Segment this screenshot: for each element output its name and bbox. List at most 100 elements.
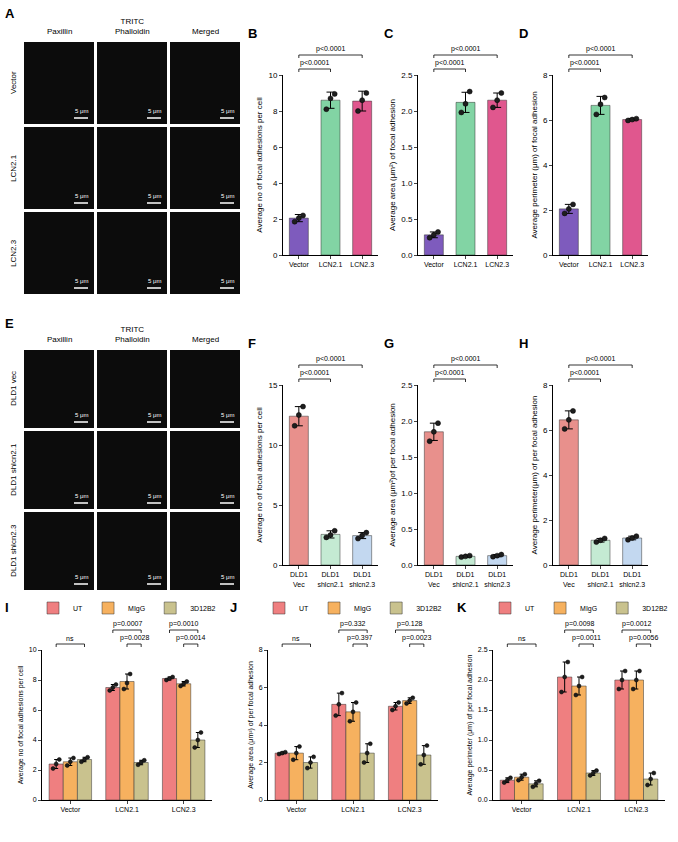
svg-text:p=0.0056: p=0.0056 — [629, 634, 658, 642]
svg-text:2.0: 2.0 — [478, 676, 488, 683]
svg-text:3D12B2: 3D12B2 — [416, 605, 441, 612]
svg-text:MIgG: MIgG — [354, 605, 371, 613]
svg-text:Paxillin: Paxillin — [47, 335, 72, 344]
svg-text:2.5: 2.5 — [401, 381, 413, 390]
svg-text:p<0.0001: p<0.0001 — [451, 45, 480, 53]
svg-text:15: 15 — [268, 381, 277, 390]
svg-text:p<0.0001: p<0.0001 — [435, 59, 464, 67]
svg-text:DLD1shlcn2.1: DLD1shlcn2.1 — [452, 571, 478, 587]
svg-text:5 μm: 5 μm — [148, 108, 161, 114]
svg-text:LCN2.1: LCN2.1 — [567, 806, 591, 813]
svg-text:5 μm: 5 μm — [148, 193, 161, 199]
svg-text:p<0.0001: p<0.0001 — [451, 355, 480, 363]
svg-text:p=0.0014: p=0.0014 — [176, 634, 205, 642]
svg-text:p=0.0028: p=0.0028 — [120, 634, 149, 642]
svg-text:Vector: Vector — [424, 261, 445, 268]
svg-text:p<0.0001: p<0.0001 — [570, 59, 599, 67]
svg-text:MIgG: MIgG — [128, 605, 145, 613]
svg-text:p<0.0001: p<0.0001 — [300, 369, 329, 377]
svg-text:Vector: Vector — [286, 806, 307, 813]
svg-text:5 μm: 5 μm — [221, 193, 234, 199]
svg-text:p<0.0001: p<0.0001 — [586, 45, 615, 53]
svg-text:5 μm: 5 μm — [75, 108, 88, 114]
svg-text:0.5: 0.5 — [401, 215, 413, 224]
svg-text:p<0.0001: p<0.0001 — [316, 355, 345, 363]
svg-text:5 μm: 5 μm — [221, 493, 234, 499]
svg-text:Average area (μm²) of per foca: Average area (μm²) of per focal adhesion — [247, 661, 255, 789]
svg-text:0: 0 — [259, 796, 263, 803]
svg-text:5 μm: 5 μm — [75, 278, 88, 284]
svg-text:Vector: Vector — [289, 261, 310, 268]
svg-text:1.0: 1.0 — [401, 179, 413, 188]
svg-text:0: 0 — [543, 251, 548, 260]
svg-text:DLD1shlcn2.1: DLD1shlcn2.1 — [587, 571, 613, 587]
svg-text:2: 2 — [273, 215, 278, 224]
svg-text:DLD1shlcn2.3: DLD1shlcn2.3 — [619, 571, 645, 587]
svg-text:1.0: 1.0 — [478, 736, 488, 743]
svg-text:LCN2.3: LCN2.3 — [9, 239, 18, 267]
svg-text:5 μm: 5 μm — [148, 493, 161, 499]
svg-text:0.5: 0.5 — [401, 525, 413, 534]
svg-text:1.0: 1.0 — [401, 489, 413, 498]
svg-text:5 μm: 5 μm — [75, 574, 88, 580]
svg-text:Average no of focal adhesions: Average no of focal adhesions per cell — [255, 407, 264, 543]
svg-text:A: A — [5, 6, 15, 21]
svg-text:DLD1Vec: DLD1Vec — [290, 571, 308, 587]
svg-text:UT: UT — [525, 605, 535, 612]
svg-text:0: 0 — [273, 561, 278, 570]
svg-text:5 μm: 5 μm — [75, 412, 88, 418]
svg-text:2.5: 2.5 — [478, 646, 488, 653]
svg-text:DLD1 shlcn2.3: DLD1 shlcn2.3 — [9, 524, 18, 577]
svg-text:LCN2.1: LCN2.1 — [9, 154, 18, 182]
svg-text:p=0.0011: p=0.0011 — [572, 634, 601, 642]
svg-text:UT: UT — [299, 605, 309, 612]
svg-text:6: 6 — [33, 706, 37, 713]
svg-text:6: 6 — [273, 143, 278, 152]
svg-text:DLD1Vec: DLD1Vec — [560, 571, 578, 587]
svg-text:5 μm: 5 μm — [148, 574, 161, 580]
svg-text:3D12B2: 3D12B2 — [190, 605, 215, 612]
svg-text:p<0.0001: p<0.0001 — [586, 355, 615, 363]
svg-text:0: 0 — [273, 251, 278, 260]
svg-text:0.0: 0.0 — [478, 796, 488, 803]
svg-text:DLD1Vec: DLD1Vec — [425, 571, 443, 587]
svg-text:0.0: 0.0 — [401, 251, 413, 260]
svg-text:p=0.0098: p=0.0098 — [565, 620, 594, 628]
svg-text:Average area (μm²) of focal ad: Average area (μm²) of focal adhesion — [388, 99, 397, 231]
svg-text:p=0.397: p=0.397 — [347, 634, 373, 642]
svg-text:LCN2.3: LCN2.3 — [350, 261, 374, 268]
svg-text:5 μm: 5 μm — [221, 574, 234, 580]
svg-text:LCN2.1: LCN2.1 — [341, 806, 365, 813]
svg-text:C: C — [384, 26, 394, 41]
svg-text:Average perimeter (μm) of foca: Average perimeter (μm) of focal adhesion — [530, 91, 539, 238]
svg-text:Average area (μm²)of per focal: Average area (μm²)of per focal adhesion — [388, 403, 397, 547]
svg-text:Paxillin: Paxillin — [47, 27, 72, 36]
svg-text:K: K — [457, 600, 467, 615]
svg-text:E: E — [5, 316, 14, 331]
svg-text:8: 8 — [259, 646, 263, 653]
svg-text:Vector: Vector — [512, 806, 533, 813]
svg-text:LCN2.1: LCN2.1 — [454, 261, 478, 268]
svg-text:4: 4 — [543, 471, 548, 480]
svg-text:F: F — [248, 336, 256, 351]
svg-text:2: 2 — [259, 759, 263, 766]
svg-text:10: 10 — [29, 646, 37, 653]
svg-text:p=0.128: p=0.128 — [397, 620, 423, 628]
svg-text:ns: ns — [518, 635, 526, 642]
svg-text:6: 6 — [543, 426, 548, 435]
svg-text:5 μm: 5 μm — [75, 193, 88, 199]
svg-text:Average perimeter(μm) of per f: Average perimeter(μm) of per focal adhes… — [530, 396, 539, 555]
svg-text:UT: UT — [73, 605, 83, 612]
svg-text:Merged: Merged — [192, 335, 219, 344]
svg-text:Vector: Vector — [9, 71, 18, 94]
svg-text:G: G — [384, 336, 394, 351]
svg-text:p=0.0023: p=0.0023 — [402, 634, 431, 642]
svg-text:LCN2.3: LCN2.3 — [624, 806, 648, 813]
svg-text:0.5: 0.5 — [478, 766, 488, 773]
svg-text:DLD1 vec: DLD1 vec — [9, 371, 18, 406]
svg-text:TRITCPhalloidin: TRITCPhalloidin — [115, 17, 150, 36]
svg-text:p<0.0001: p<0.0001 — [570, 369, 599, 377]
svg-text:LCN2.3: LCN2.3 — [398, 806, 422, 813]
svg-text:LCN2.1: LCN2.1 — [589, 261, 613, 268]
svg-text:2: 2 — [543, 206, 548, 215]
